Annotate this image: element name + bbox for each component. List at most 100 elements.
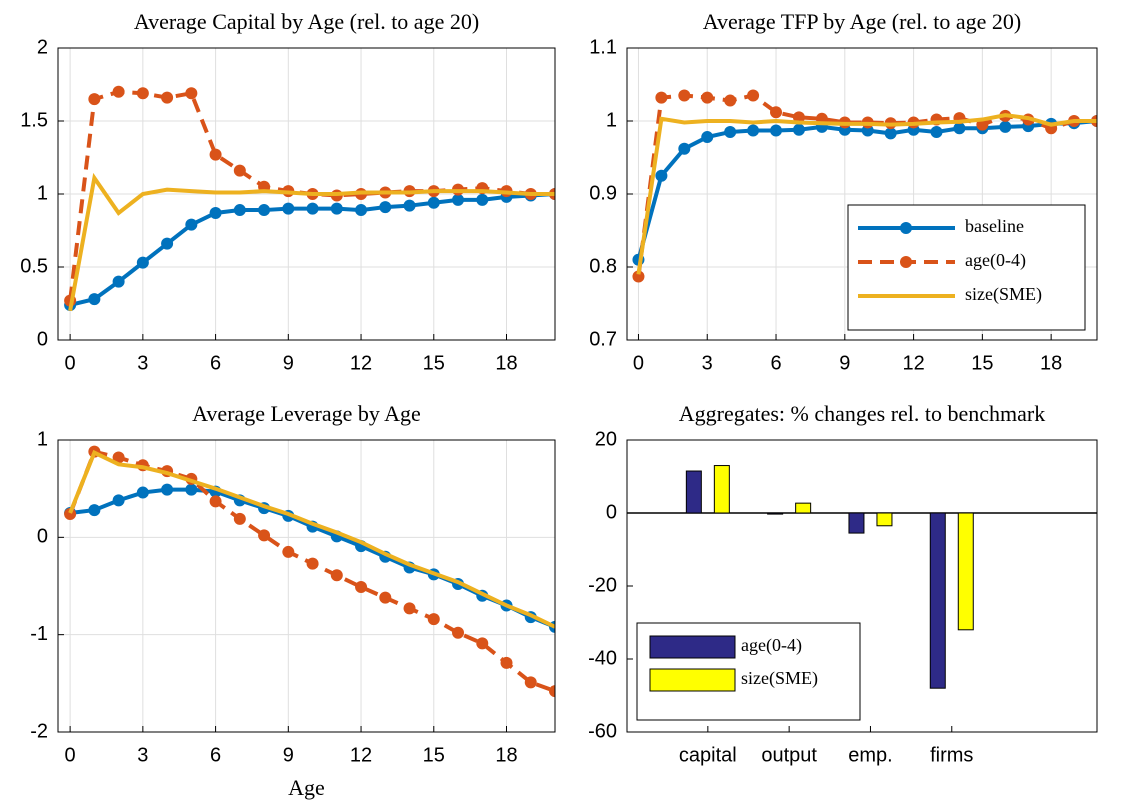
y-tick-label: 2 <box>37 36 48 58</box>
marker <box>112 494 125 507</box>
marker <box>476 193 489 206</box>
legend-label: size(SME) <box>965 284 1042 305</box>
marker <box>792 123 805 136</box>
x-tick-label: 15 <box>423 352 445 374</box>
axes-box <box>626 439 1098 733</box>
y-tick-label: 20 <box>595 428 617 450</box>
legend-marker <box>900 256 912 268</box>
marker <box>136 256 149 269</box>
marker <box>452 193 465 206</box>
marker <box>701 131 714 144</box>
marker <box>655 169 668 182</box>
legend-label: size(SME) <box>741 668 818 689</box>
legend-swatch <box>649 668 736 692</box>
legend-swatch <box>649 635 736 659</box>
marker <box>88 293 101 306</box>
axes-box <box>626 47 1098 341</box>
marker <box>306 557 319 570</box>
x-axis-label: Age <box>288 775 325 800</box>
legend-label: age(0-4) <box>965 250 1026 271</box>
marker <box>476 637 489 650</box>
marker <box>185 87 198 100</box>
marker <box>678 89 691 102</box>
y-tick-label: 1.1 <box>589 36 617 58</box>
panel-title: Average Leverage by Age <box>192 401 421 426</box>
legend-label: baseline <box>965 216 1024 236</box>
marker <box>64 507 77 520</box>
x-tick-label: 12 <box>902 352 924 374</box>
axes-box <box>57 439 556 733</box>
y-tick-label: 0 <box>606 501 617 523</box>
marker <box>258 529 271 542</box>
marker <box>884 127 897 140</box>
y-tick-label: 1 <box>606 109 617 131</box>
y-tick-label: -1 <box>30 623 48 645</box>
y-tick-label: 0 <box>37 328 48 350</box>
x-tick-label: 6 <box>210 352 221 374</box>
series-line <box>636 113 1097 275</box>
x-tick-label: 12 <box>350 744 372 766</box>
marker <box>185 218 198 231</box>
panel-title: Average TFP by Age (rel. to age 20) <box>703 9 1022 34</box>
legend-marker <box>900 222 912 234</box>
panel: Average TFP by Age (rel. to age 20) 0.7 0.… <box>589 9 1098 374</box>
marker <box>233 204 246 217</box>
marker <box>747 124 760 137</box>
x-tick-label: capital <box>679 744 737 766</box>
bar <box>795 502 812 514</box>
y-tick-label: 1 <box>37 428 48 450</box>
bar <box>957 512 974 631</box>
marker <box>88 93 101 106</box>
y-tick-label: -60 <box>588 720 617 742</box>
marker <box>258 204 271 217</box>
x-tick-label: firms <box>930 744 973 766</box>
marker <box>427 196 440 209</box>
marker <box>379 591 392 604</box>
y-tick-label: -20 <box>588 574 617 596</box>
plot-area <box>58 440 555 732</box>
marker <box>233 512 246 525</box>
marker <box>330 569 343 582</box>
x-tick-label: 6 <box>770 352 781 374</box>
series-group <box>632 89 1097 283</box>
marker <box>953 122 966 135</box>
marker <box>655 91 668 104</box>
x-tick-label: 9 <box>283 744 294 766</box>
marker <box>355 204 368 217</box>
y-tick-label: 0.5 <box>20 255 48 277</box>
y-tick-label: 0.7 <box>589 328 617 350</box>
bar <box>713 465 730 514</box>
series-line <box>68 449 555 629</box>
marker <box>549 685 555 698</box>
marker <box>136 87 149 100</box>
x-tick-label: 18 <box>495 352 517 374</box>
marker <box>185 483 198 496</box>
panel: Aggregates: % changes rel. to benchmark -… <box>588 401 1098 766</box>
marker <box>112 275 125 288</box>
marker <box>724 125 737 138</box>
marker <box>233 164 246 177</box>
x-tick-label: emp. <box>848 744 892 766</box>
legend-label: age(0-4) <box>741 635 802 656</box>
marker <box>500 656 513 669</box>
x-tick-label: 0 <box>65 352 76 374</box>
y-tick-label: 0 <box>37 526 48 548</box>
marker <box>724 94 737 107</box>
marker <box>403 602 416 615</box>
x-tick-label: 15 <box>423 744 445 766</box>
marker <box>88 504 101 517</box>
x-tick-label: 0 <box>65 744 76 766</box>
marker <box>930 125 943 138</box>
x-tick-label: 15 <box>971 352 993 374</box>
bar <box>685 470 702 514</box>
marker <box>403 199 416 212</box>
marker <box>209 148 222 161</box>
bar <box>929 512 946 689</box>
x-tick-label: 0 <box>633 352 644 374</box>
y-tick-label: 1 <box>37 182 48 204</box>
marker <box>747 89 760 102</box>
marker <box>282 545 295 558</box>
x-tick-label: 6 <box>210 744 221 766</box>
marker <box>161 483 174 496</box>
